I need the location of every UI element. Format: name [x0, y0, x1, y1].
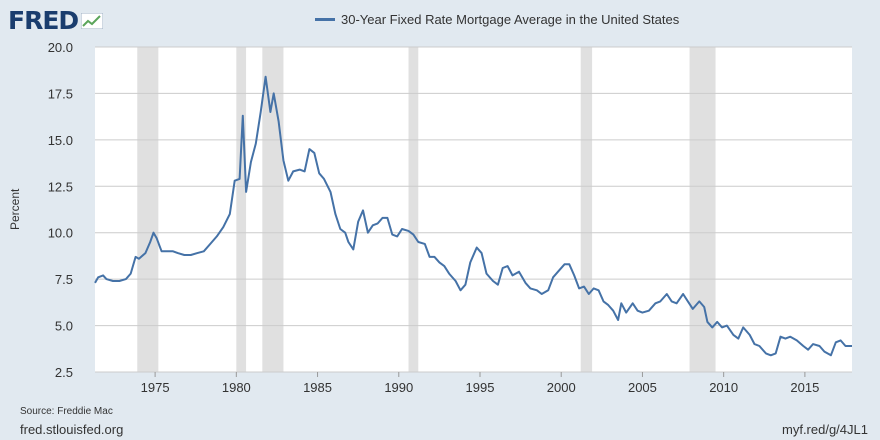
source-note: Source: Freddie Mac	[20, 406, 113, 417]
legend-swatch	[315, 18, 335, 21]
y-tick-label: 2.5	[55, 365, 73, 380]
plot-area	[95, 47, 852, 372]
x-tick-label: 1985	[303, 380, 332, 395]
fred-logo[interactable]: FRED	[8, 6, 104, 35]
y-axis-label: Percent	[8, 188, 22, 230]
x-tick-label: 2005	[628, 380, 657, 395]
legend-label: 30-Year Fixed Rate Mortgage Average in t…	[341, 12, 680, 27]
y-tick-label: 17.5	[48, 86, 73, 101]
grid-lines	[95, 46, 852, 373]
x-tick-label: 1995	[466, 380, 495, 395]
recession-band	[137, 47, 159, 372]
site-link[interactable]: fred.stlouisfed.org	[20, 422, 124, 437]
recession-bands	[137, 47, 716, 372]
x-tick-label: 2015	[790, 380, 819, 395]
x-tick-label: 2010	[709, 380, 738, 395]
recession-band	[262, 47, 284, 372]
y-tick-label: 10.0	[48, 226, 73, 241]
short-link[interactable]: myf.red/g/4JL1	[782, 422, 868, 437]
y-tick-label: 20.0	[48, 40, 73, 55]
x-tick-label: 1975	[141, 380, 170, 395]
y-tick-label: 5.0	[55, 319, 73, 334]
series-line-mortgage-rate	[94, 75, 852, 357]
recession-band	[408, 47, 419, 372]
y-tick-label: 12.5	[48, 179, 73, 194]
recession-band	[580, 47, 593, 372]
logo-text: FRED	[8, 6, 79, 35]
y-tick-label: 15.0	[48, 133, 73, 148]
recession-band	[689, 47, 716, 372]
x-tick-label: 1980	[222, 380, 251, 395]
line-graph-icon	[81, 12, 104, 29]
y-tick-label: 7.5	[55, 272, 73, 287]
x-tick-label: 1990	[384, 380, 413, 395]
recession-band	[236, 47, 247, 372]
x-axis-ticks: 1975 1980 1985 1990 1995 2000 2005 2010 2015	[141, 372, 819, 395]
chart-legend: 30-Year Fixed Rate Mortgage Average in t…	[315, 12, 679, 27]
x-tick-label: 2000	[547, 380, 576, 395]
y-axis-ticks: 2.5 5.0 7.5 10.0 12.5 15.0 17.5 20.0	[48, 40, 73, 380]
